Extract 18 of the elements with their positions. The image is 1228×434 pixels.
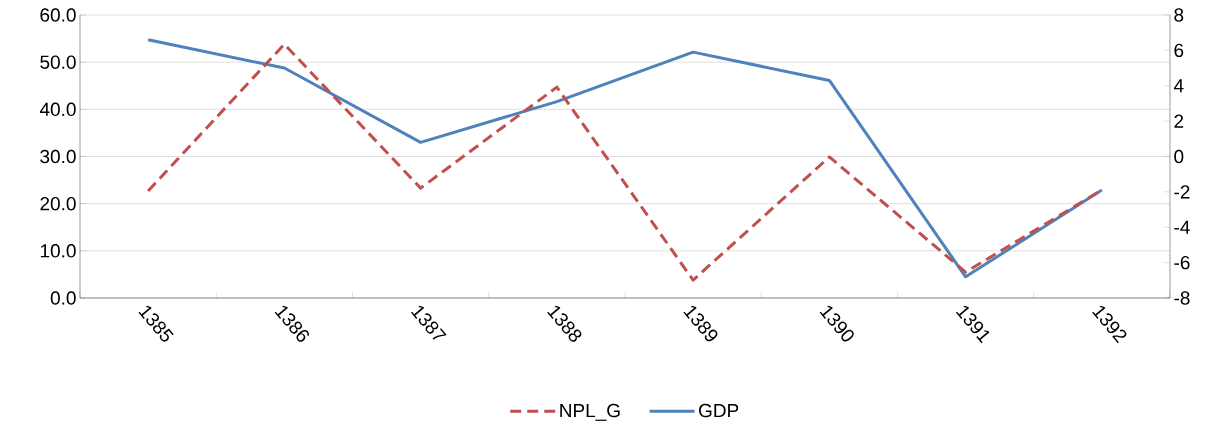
- y2-tick-label: -2: [1174, 185, 1190, 199]
- y2-tick-label: 4: [1173, 79, 1184, 93]
- y2-tick-label: -4: [1174, 220, 1190, 234]
- legend-label: GDP: [699, 403, 739, 418]
- legend-label: NPL_G: [560, 403, 620, 421]
- y2-tick-label: 2: [1174, 114, 1184, 128]
- y2-tick-label: 8: [1174, 8, 1184, 22]
- y-tick-label: 50.0: [40, 55, 76, 69]
- y-tick-label: 10.0: [40, 244, 76, 258]
- y-tick-label: 40.0: [39, 102, 76, 117]
- y2-tick-label: -8: [1174, 291, 1190, 305]
- y2-tick-label: 6: [1174, 43, 1184, 58]
- y-tick-label: 20.0: [40, 196, 76, 211]
- y2-tick-label: -6: [1174, 255, 1190, 270]
- y2-tick-label: 0: [1174, 149, 1184, 164]
- y-tick-label: 60.0: [40, 8, 76, 22]
- y-tick-label: 0.0: [50, 291, 76, 305]
- y-tick-label: 30.0: [40, 149, 76, 164]
